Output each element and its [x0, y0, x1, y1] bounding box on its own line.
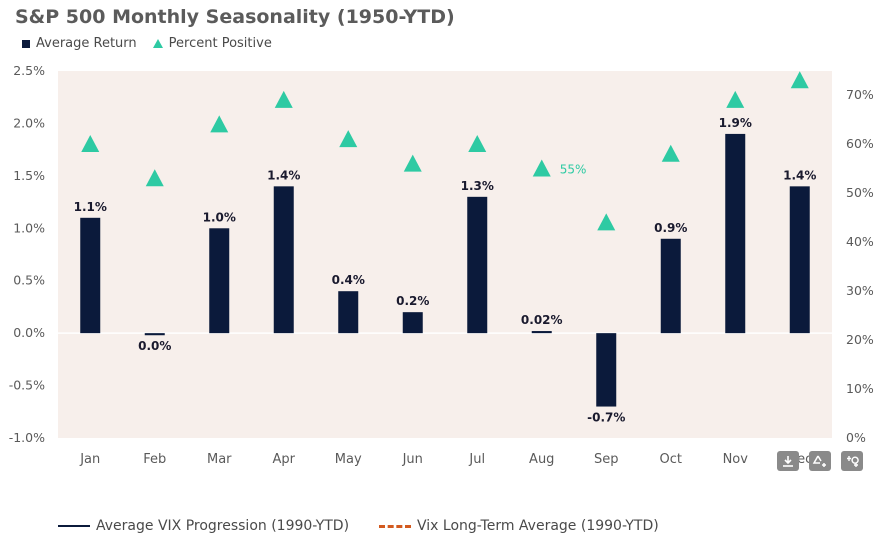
average-return-legend-marker	[22, 39, 30, 48]
percent-positive-marker-sep	[597, 213, 616, 231]
y-left-tick-label: 1.0%	[13, 220, 45, 235]
settings-icon	[847, 456, 859, 467]
bar-data-label: 0.2%	[396, 294, 429, 308]
percent-positive-marker-nov	[726, 90, 745, 108]
plot-area	[58, 71, 832, 438]
x-tick-label: Nov	[723, 452, 749, 467]
y-right-tick-label: 30%	[846, 283, 874, 298]
bar-may	[338, 291, 359, 334]
x-tick-label: Apr	[273, 452, 296, 467]
vix-progression-label: Average VIX Progression (1990-YTD)	[96, 518, 350, 534]
bar-data-label: 0.4%	[332, 273, 365, 287]
y-left-tick-label: 1.5%	[13, 168, 45, 183]
vix-progression-legend: Average VIX Progression (1990-YTD)	[58, 518, 349, 534]
bar-jan	[80, 217, 101, 334]
y-right-tick-label: 10%	[846, 381, 874, 396]
x-tick-label: Jan	[79, 452, 100, 467]
bar-jul	[467, 196, 488, 334]
download-button[interactable]	[777, 451, 799, 471]
vix-average-legend: Vix Long-Term Average (1990-YTD)	[379, 518, 659, 534]
percent-positive-marker-jan	[81, 135, 100, 152]
vix-average-dash-marker	[379, 524, 411, 528]
vix-average-label: Vix Long-Term Average (1990-YTD)	[417, 518, 659, 534]
chart-legend: Average Return Percent Positive	[22, 36, 272, 51]
percent-positive-marker-oct	[661, 144, 680, 162]
bar-feb	[144, 333, 165, 336]
y-left-tick-label: 2.0%	[13, 115, 45, 130]
percent-positive-data-label: 55%	[560, 163, 587, 177]
recycle-add-button[interactable]	[809, 451, 831, 471]
y-right-tick-label: 60%	[846, 136, 874, 151]
x-tick-label: Feb	[143, 452, 166, 467]
percent-positive-marker-apr	[274, 90, 293, 108]
bar-oct	[660, 238, 681, 334]
bar-dec	[789, 186, 810, 334]
bar-data-label: 0.0%	[138, 339, 171, 353]
chart-title: S&P 500 Monthly Seasonality (1950-YTD)	[15, 6, 455, 28]
x-tick-label: Oct	[660, 452, 682, 467]
bar-data-label: 1.3%	[461, 179, 494, 193]
vix-progression-line-marker	[58, 525, 90, 527]
bar-aug	[531, 331, 552, 334]
x-tick-label: Aug	[529, 452, 554, 467]
y-left-tick-label: -0.5%	[9, 378, 45, 393]
x-tick-label: May	[335, 452, 362, 467]
y-right-tick-label: 70%	[846, 87, 874, 102]
bar-data-label: 1.1%	[74, 200, 107, 214]
y-left-tick-label: 0.5%	[13, 273, 45, 288]
percent-positive-legend-label: Percent Positive	[168, 36, 272, 51]
y-right-tick-label: 40%	[846, 234, 874, 249]
y-right-tick-label: 20%	[846, 332, 874, 347]
percent-positive-legend-marker	[152, 39, 163, 48]
x-tick-label: Jun	[402, 452, 423, 467]
bar-data-label: 1.4%	[783, 168, 816, 182]
percent-positive-marker-may	[339, 130, 358, 148]
bar-data-label: 1.9%	[719, 116, 752, 130]
download-icon	[783, 456, 793, 467]
bar-data-label: 1.0%	[203, 210, 236, 224]
percent-positive-marker-jul	[468, 135, 487, 152]
bar-apr	[273, 186, 294, 334]
percent-positive-marker-aug	[532, 159, 551, 177]
x-tick-label: Jul	[468, 452, 485, 467]
bar-data-label: 0.9%	[654, 221, 687, 235]
x-tick-label: Mar	[207, 452, 232, 467]
bar-mar	[209, 228, 230, 334]
recycle-add-icon	[812, 455, 826, 467]
percent-positive-marker-mar	[210, 115, 229, 133]
bar-data-label: 1.4%	[267, 168, 300, 182]
y-left-tick-label: -1.0%	[9, 430, 45, 445]
percent-positive-marker-dec	[790, 71, 809, 89]
settings-button[interactable]	[841, 451, 863, 471]
bar-sep	[596, 333, 617, 407]
percent-positive-marker-jun	[403, 154, 422, 172]
y-left-tick-label: 0.0%	[13, 325, 45, 340]
bar-nov	[725, 133, 746, 334]
y-right-tick-label: 50%	[846, 185, 874, 200]
bar-jun	[402, 312, 423, 334]
y-left-tick-label: 2.5%	[13, 63, 45, 78]
bar-data-label: 0.02%	[521, 313, 563, 327]
average-return-legend-label: Average Return	[36, 36, 137, 51]
bar-data-label: -0.7%	[587, 411, 625, 425]
x-tick-label: Sep	[594, 452, 619, 467]
percent-positive-marker-feb	[145, 169, 164, 187]
y-right-tick-label: 0%	[846, 430, 866, 445]
